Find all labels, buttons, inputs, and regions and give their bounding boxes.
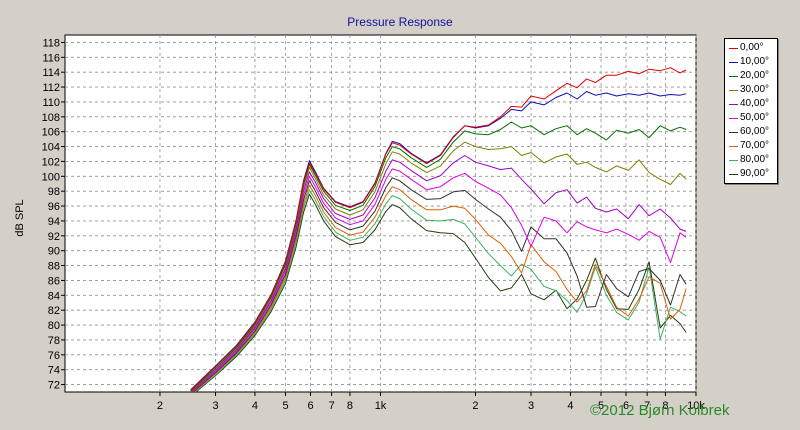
x-tick-label: 10k	[687, 400, 705, 412]
x-tick-label: 2	[472, 400, 478, 412]
y-tick-label: 104	[42, 142, 60, 154]
y-tick-label: 102	[42, 156, 60, 168]
x-tick-label: 4	[567, 400, 573, 412]
chart-title: Pressure Response	[347, 15, 453, 29]
legend-swatch	[729, 146, 738, 147]
x-tick-label: 7	[329, 400, 335, 412]
legend-item: 70,00°	[725, 140, 777, 152]
series-line	[191, 168, 687, 392]
legend-item: 10,00°	[725, 56, 777, 68]
series-line	[190, 141, 687, 392]
y-tick-label: 98	[48, 186, 60, 198]
x-tick-label: 8	[347, 400, 353, 412]
legend-item: 90,00°	[725, 168, 777, 180]
copyright-text: ©2012 Bjørn Kolbrek	[590, 402, 730, 419]
y-tick-label: 106	[42, 127, 60, 139]
legend-label: 10,00°	[740, 56, 770, 67]
x-tick-label: 5	[598, 400, 604, 412]
legend-label: 40,00°	[740, 98, 770, 109]
legend-swatch	[729, 76, 738, 77]
legend-item: 20,00°	[725, 70, 777, 82]
series-lines	[190, 67, 687, 392]
y-tick-label: 112	[42, 82, 60, 94]
y-axis-label: dB SPL	[14, 199, 26, 237]
y-tick-label: 96	[48, 201, 60, 213]
y-tick-label: 76	[48, 350, 60, 362]
legend-item: 60,00°	[725, 126, 777, 138]
series-line	[193, 184, 687, 392]
legend-swatch	[729, 48, 738, 49]
y-tick-label: 84	[48, 290, 60, 302]
legend-item: 0,00°	[725, 42, 777, 54]
x-tick-label: 7	[644, 400, 650, 412]
y-tick-label: 118	[42, 37, 60, 49]
x-tick-label: 1k	[375, 400, 387, 412]
legend-label: 70,00°	[740, 140, 770, 151]
y-tick-label: 74	[48, 365, 60, 377]
legend-label: 80,00°	[740, 154, 770, 165]
legend-swatch	[729, 160, 738, 161]
legend-label: 90,00°	[740, 168, 770, 179]
y-tick-label: 100	[42, 171, 60, 183]
y-tick-label: 72	[48, 380, 60, 392]
x-tick-label: 4	[252, 400, 258, 412]
legend-swatch	[729, 118, 738, 119]
series-line	[195, 193, 687, 392]
series-line	[190, 155, 687, 392]
y-tick-label: 108	[42, 112, 60, 124]
series-line	[190, 67, 687, 391]
legend-item: 80,00°	[725, 154, 777, 166]
legend-label: 60,00°	[740, 126, 770, 137]
x-tick-label: 2	[157, 400, 163, 412]
x-tick-label: 3	[212, 400, 218, 412]
series-line	[192, 177, 687, 392]
grid-lines	[61, 35, 697, 396]
y-tick-label: 80	[48, 320, 60, 332]
legend-label: 30,00°	[740, 84, 770, 95]
legend-item: 50,00°	[725, 112, 777, 124]
y-tick-label: 116	[42, 52, 60, 64]
y-tick-label: 82	[48, 305, 60, 317]
legend: 0,00° 10,00° 20,00° 30,00° 40,00° 50,00° 60,00…	[724, 38, 778, 184]
legend-label: 50,00°	[740, 112, 770, 123]
y-tick-label: 78	[48, 335, 60, 347]
legend-item: 40,00°	[725, 98, 777, 110]
x-tick-label: 5	[282, 400, 288, 412]
legend-swatch	[729, 104, 738, 105]
legend-item: 30,00°	[725, 84, 777, 96]
x-tick-label: 6	[307, 400, 313, 412]
legend-swatch	[729, 62, 738, 63]
y-tick-label: 92	[48, 231, 60, 243]
series-line	[190, 121, 687, 392]
x-tick-label: 8	[662, 400, 668, 412]
x-tick-label: 3	[528, 400, 534, 412]
y-tick-label: 86	[48, 275, 60, 287]
legend-swatch	[729, 90, 738, 91]
x-tick-labels: 2 3 4 5 6 7 8 1k 2 3 4 5 6 7 8 10k	[157, 400, 705, 412]
series-line	[194, 189, 687, 392]
y-tick-label: 88	[48, 261, 60, 273]
y-tick-label: 110	[42, 97, 60, 109]
legend-swatch	[729, 132, 738, 133]
legend-label: 20,00°	[740, 70, 770, 81]
y-tick-label: 90	[48, 246, 60, 258]
legend-swatch	[729, 174, 738, 175]
legend-label: 0,00°	[740, 42, 764, 53]
y-tick-label: 114	[42, 67, 60, 79]
y-tick-label: 94	[48, 216, 60, 228]
x-tick-label: 6	[623, 400, 629, 412]
y-tick-labels: 72 74 76 78 80 82 84 86 88 90 92 94 96 98 100 102 104 106…	[42, 37, 60, 391]
